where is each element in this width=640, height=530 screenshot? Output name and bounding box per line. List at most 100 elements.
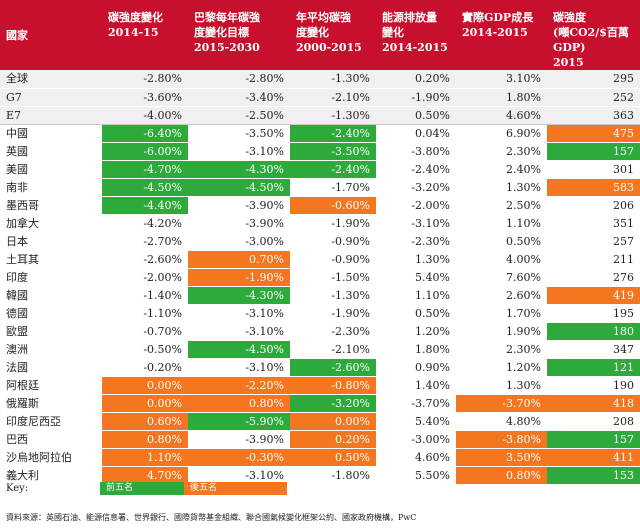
value-cell: -1.90%	[376, 88, 456, 107]
value-cell: -4.00%	[102, 106, 188, 125]
country-cell: 中國	[0, 124, 102, 143]
value-cell: -6.40%	[102, 124, 188, 143]
value-cell: 1.10%	[456, 214, 547, 233]
value-cell: 4.80%	[456, 412, 547, 431]
table-row: 巴西 0.80% -3.90% 0.20% -3.00% -3.80% 157	[0, 430, 640, 449]
table-row: 澳洲 -0.50% -4.50% -2.10% 1.80% 2.30% 347	[0, 340, 640, 359]
value-cell: 0.50%	[290, 448, 376, 467]
table-row: 英國 -6.00% -3.10% -3.50% -3.80% 2.30% 157	[0, 142, 640, 161]
value-cell: -4.40%	[102, 196, 188, 215]
column-header: 實際GDP成長 2014-2015	[456, 0, 547, 70]
value-cell: 180	[547, 322, 640, 341]
country-cell: 墨西哥	[0, 196, 102, 215]
value-cell: -1.30%	[290, 106, 376, 125]
value-cell: -3.10%	[188, 304, 290, 323]
value-cell: 1.30%	[376, 250, 456, 269]
value-cell: -1.90%	[290, 304, 376, 323]
value-cell: -3.80%	[456, 430, 547, 449]
value-cell: -4.50%	[102, 178, 188, 197]
value-cell: 2.50%	[456, 196, 547, 215]
table-row: 日本 -2.70% -3.00% -0.90% -2.30% 0.50% 257	[0, 232, 640, 251]
value-cell: 363	[547, 106, 640, 125]
value-cell: -0.80%	[290, 376, 376, 395]
country-cell: 沙烏地阿拉伯	[0, 448, 102, 467]
table-row: 歐盟 -0.70% -3.10% -2.30% 1.20% 1.90% 180	[0, 322, 640, 341]
value-cell: -1.30%	[290, 286, 376, 305]
value-cell: -3.70%	[456, 394, 547, 413]
table-row: 法國 -0.20% -3.10% -2.60% 0.90% 1.20% 121	[0, 358, 640, 377]
value-cell: -2.10%	[290, 88, 376, 107]
column-header: 能源排放量 變化 2014-2015	[376, 0, 456, 70]
country-cell: 美國	[0, 160, 102, 179]
value-cell: 3.50%	[456, 448, 547, 467]
value-cell: 1.30%	[456, 376, 547, 395]
country-cell: 俄羅斯	[0, 394, 102, 413]
table-row: 韓國 -1.40% -4.30% -1.30% 1.10% 2.60% 419	[0, 286, 640, 305]
country-cell: 韓國	[0, 286, 102, 305]
value-cell: -3.10%	[188, 322, 290, 341]
value-cell: -2.30%	[290, 322, 376, 341]
value-cell: -0.20%	[102, 358, 188, 377]
country-cell: 加拿大	[0, 214, 102, 233]
value-cell: 1.30%	[456, 178, 547, 197]
value-cell: -1.80%	[290, 466, 376, 485]
table-row: 南非 -4.50% -4.50% -1.70% -3.20% 1.30% 583	[0, 178, 640, 197]
value-cell: 1.40%	[376, 376, 456, 395]
value-cell: -4.50%	[188, 340, 290, 359]
value-cell: -4.30%	[188, 286, 290, 305]
value-cell: -3.50%	[290, 142, 376, 161]
value-cell: -2.80%	[102, 70, 188, 89]
table-row: 印度 -2.00% -1.90% -1.50% 5.40% 7.60% 276	[0, 268, 640, 287]
value-cell: -0.50%	[102, 340, 188, 359]
value-cell: 0.70%	[188, 250, 290, 269]
value-cell: 295	[547, 70, 640, 89]
table-row: 土耳其 -2.60% 0.70% -0.90% 1.30% 4.00% 211	[0, 250, 640, 269]
country-cell: 南非	[0, 178, 102, 197]
value-cell: 4.60%	[456, 106, 547, 125]
value-cell: 475	[547, 124, 640, 143]
value-cell: 419	[547, 286, 640, 305]
table-row: 德國 -1.10% -3.10% -1.90% 0.50% 1.70% 195	[0, 304, 640, 323]
value-cell: 0.20%	[290, 430, 376, 449]
value-cell: 0.80%	[188, 394, 290, 413]
value-cell: 206	[547, 196, 640, 215]
value-cell: 1.10%	[376, 286, 456, 305]
table-row: 中國 -6.40% -3.50% -2.40% 0.04% 6.90% 475	[0, 124, 640, 143]
value-cell: 5.40%	[376, 412, 456, 431]
country-cell: E7	[0, 106, 102, 125]
value-cell: 301	[547, 160, 640, 179]
value-cell: 0.50%	[376, 304, 456, 323]
column-header: 碳強度變化 2014-15	[102, 0, 188, 70]
value-cell: -3.90%	[188, 196, 290, 215]
table-row: 美國 -4.70% -4.30% -2.40% -2.40% 2.40% 301	[0, 160, 640, 179]
value-cell: 7.60%	[456, 268, 547, 287]
table-row: E7 -4.00% -2.50% -1.30% 0.50% 4.60% 363	[0, 106, 640, 125]
legend-key: Key: 前五名 後五名	[0, 482, 640, 496]
table-row: 加拿大 -4.20% -3.90% -1.90% -3.10% 1.10% 351	[0, 214, 640, 233]
value-cell: -2.40%	[376, 160, 456, 179]
value-cell: 0.04%	[376, 124, 456, 143]
value-cell: -2.00%	[376, 196, 456, 215]
table-row: 印度尼西亞 0.60% -5.90% 0.00% 5.40% 4.80% 208	[0, 412, 640, 431]
value-cell: -3.90%	[188, 214, 290, 233]
value-cell: 4.00%	[456, 250, 547, 269]
header-row: 國家 碳強度變化 2014-15 巴黎每年碳強 度變化目標 2015-2030 年平均碳強度…	[0, 0, 640, 70]
country-cell: 全球	[0, 70, 102, 89]
value-cell: 211	[547, 250, 640, 269]
value-cell: -1.50%	[290, 268, 376, 287]
value-cell: -2.70%	[102, 232, 188, 251]
value-cell: -3.40%	[188, 88, 290, 107]
value-cell: -1.90%	[188, 268, 290, 287]
country-cell: 義大利	[0, 466, 102, 485]
table-row: 墨西哥 -4.40% -3.90% -0.60% -2.00% 2.50% 206	[0, 196, 640, 215]
value-cell: -6.00%	[102, 142, 188, 161]
key-bottom-five: 後五名	[184, 482, 287, 495]
value-cell: -1.40%	[102, 286, 188, 305]
value-cell: -5.90%	[188, 412, 290, 431]
table-row: 俄羅斯 0.00% 0.80% -3.20% -3.70% -3.70% 418	[0, 394, 640, 413]
value-cell: 2.30%	[456, 142, 547, 161]
value-cell: 153	[547, 466, 640, 485]
value-cell: -3.20%	[290, 394, 376, 413]
value-cell: 0.50%	[376, 106, 456, 125]
value-cell: 157	[547, 142, 640, 161]
